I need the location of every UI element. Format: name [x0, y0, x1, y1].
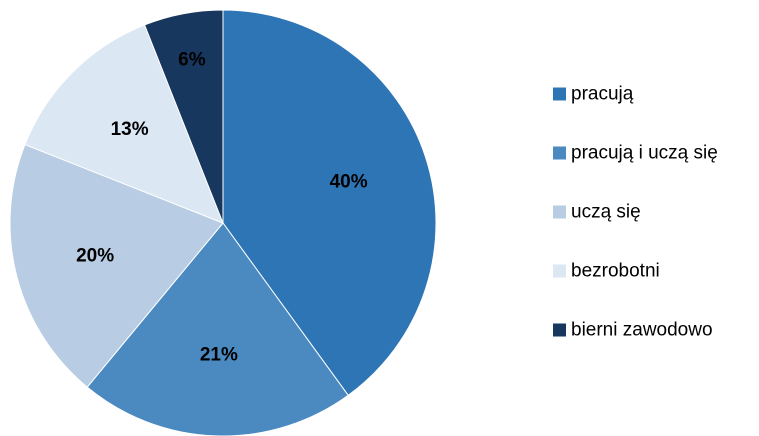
- slice-labels: 40% 21% 20% 13% 6%: [76, 49, 368, 365]
- pie-slices: [9, 9, 437, 436]
- legend-swatch-bezrobotni: [553, 264, 566, 278]
- legend-swatch-pracuja: [553, 87, 566, 101]
- pie-slice-pracuja: [222, 9, 437, 397]
- legend-label-pracuja-i-ucza-sie: pracują i uczą się: [571, 143, 718, 164]
- slice-label-ucza-sie: 20%: [76, 245, 114, 266]
- pie-slice-ucza-sie: [9, 143, 224, 388]
- legend-label-ucza-sie: uczą się: [571, 202, 641, 223]
- legend-label-bezrobotni: bezrobotni: [571, 261, 660, 282]
- legend-swatch-bierni-zawodowo: [553, 323, 566, 337]
- slice-label-pracuja: 40%: [330, 172, 368, 193]
- legend-swatch-pracuja-i-ucza-sie: [553, 146, 566, 160]
- legend: pracują pracują i uczą się uczą się bezrobo…: [553, 84, 718, 341]
- slice-label-pracuja-i-ucza-sie: 21%: [200, 344, 238, 365]
- pie-slice-bierni-zawodowo: [143, 9, 224, 224]
- legend-label-pracuja: pracują: [571, 84, 634, 105]
- pie-slice-bezrobotni: [24, 24, 224, 224]
- slice-label-bezrobotni: 13%: [111, 119, 149, 140]
- legend-swatch-ucza-sie: [553, 205, 566, 219]
- slice-label-bierni-zawodowo: 6%: [178, 49, 206, 70]
- legend-label-bierni-zawodowo: bierni zawodowo: [571, 320, 713, 341]
